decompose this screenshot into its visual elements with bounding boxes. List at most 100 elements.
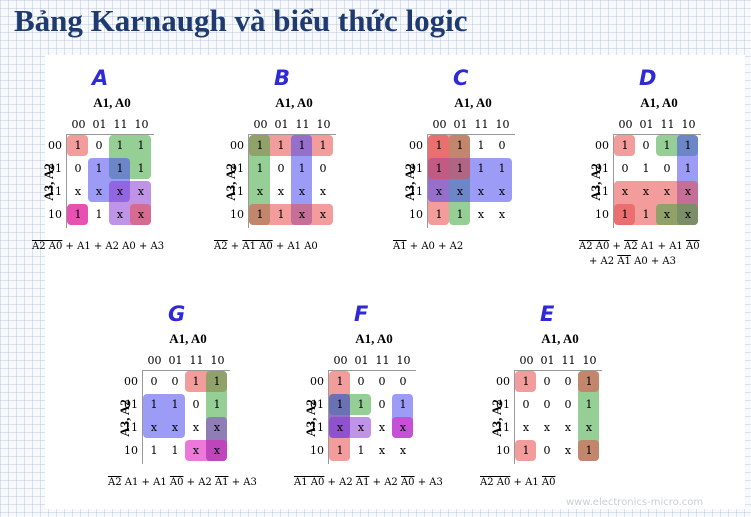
- implicant-group-purple: [329, 417, 371, 438]
- kmap-letter: A: [92, 66, 109, 90]
- kmap-cell: x: [564, 444, 572, 457]
- kmap-cell: 1: [95, 208, 103, 221]
- kmap-cell: x: [192, 421, 200, 434]
- negated-term: A2 A0: [579, 241, 610, 252]
- kmap-letter: C: [453, 66, 469, 90]
- negated-term: A2: [214, 241, 228, 252]
- kmap-cell: x: [256, 185, 264, 198]
- kmap-cell: x: [213, 444, 221, 457]
- row-header: 10: [409, 208, 423, 221]
- kmap-cell: 1: [116, 139, 124, 152]
- column-header: 01: [168, 354, 183, 367]
- kmap-cell: x: [116, 185, 124, 198]
- kmap-letter: E: [540, 302, 555, 326]
- column-header: 01: [92, 118, 107, 131]
- kmap-cell: x: [435, 185, 443, 198]
- kmap-cell: 0: [357, 375, 365, 388]
- kmap-cell: 1: [522, 444, 530, 457]
- kmap-cell: x: [621, 185, 629, 198]
- kmap-cell: x: [137, 208, 145, 221]
- column-header: 11: [295, 118, 310, 131]
- kmap-cell: 1: [357, 398, 365, 411]
- kmap-cell: x: [564, 421, 572, 434]
- kmap-cell: 0: [171, 375, 179, 388]
- negated-term: A1: [355, 477, 370, 488]
- kmap-cell: 0: [642, 139, 650, 152]
- row-header: 11: [124, 421, 138, 434]
- kmap-cell: 1: [95, 162, 103, 175]
- column-header: 11: [660, 118, 675, 131]
- kmap-cell: 1: [456, 208, 464, 221]
- column-header: 01: [274, 118, 289, 131]
- kmap-cell: x: [663, 208, 671, 221]
- expression-term: +: [609, 241, 625, 252]
- kmap-cell: x: [74, 185, 82, 198]
- column-header: 11: [375, 354, 390, 367]
- kmap-cell: 0: [621, 162, 629, 175]
- kmap-cell: x: [95, 185, 103, 198]
- negated-term: A1: [617, 256, 631, 267]
- row-header: 11: [48, 185, 62, 198]
- kmap-cell: 0: [543, 444, 551, 457]
- column-variables-label: A1, A0: [93, 95, 131, 110]
- column-header: 00: [432, 118, 447, 131]
- kmap-cell: 1: [522, 375, 530, 388]
- implicant-group-green: [578, 371, 599, 461]
- column-header: 11: [189, 354, 204, 367]
- row-variables-label: A3, A2: [41, 163, 56, 201]
- kmap-cell: x: [277, 185, 285, 198]
- implicant-group-red: [515, 371, 536, 392]
- negated-term: A2: [624, 241, 638, 252]
- kmap-g: G A1, A0 A3, A2 00 00 01 01 11 11 10 10 0 0 1 1 1 1 0 1 x x x…: [108, 302, 286, 517]
- kmap-cell: 0: [192, 398, 200, 411]
- slide-title: Bảng Karnaugh và biểu thức logic: [14, 3, 468, 38]
- kmap-cell: x: [298, 208, 306, 221]
- kmap-f: F A1, A0 A3, A2 00 00 01 01 11 11 10 10 1 0 0 0 1 1 0 1 x x x…: [294, 302, 472, 517]
- grid-left-border: [427, 134, 428, 228]
- kmap-cell: 1: [456, 162, 464, 175]
- negated-term: A2 A0: [480, 477, 511, 488]
- logic-expression: A1 + A0 + A2: [393, 240, 463, 254]
- row-variables-label: A3, A2: [117, 399, 132, 437]
- column-header: 10: [396, 354, 411, 367]
- kmap-cell: 0: [543, 375, 551, 388]
- column-variables-label: A1, A0: [541, 331, 579, 346]
- kmap-cell: x: [357, 421, 365, 434]
- kmap-cell: 0: [543, 398, 551, 411]
- column-variables-label: A1, A0: [640, 95, 678, 110]
- watermark: www.electronics-micro.com: [566, 497, 704, 508]
- implicant-group-red: [578, 371, 599, 392]
- implicant-group-magenta: [67, 204, 88, 225]
- logic-expression: A2 A0 + A2 A1 + A1 A0: [579, 240, 700, 254]
- row-header: 00: [496, 375, 510, 388]
- negated-term: A1: [393, 241, 407, 252]
- expression-term: +: [227, 241, 243, 252]
- kmap-cell: 0: [522, 398, 530, 411]
- implicant-group-green: [249, 135, 270, 225]
- kmap-cell: 1: [171, 398, 179, 411]
- kmap-cell: x: [378, 421, 386, 434]
- column-header: 00: [333, 354, 348, 367]
- kmap-cell: 1: [192, 375, 200, 388]
- kmap-cell: 1: [116, 162, 124, 175]
- kmap-cell: x: [399, 444, 407, 457]
- expression-term: + A1 + A2 A0 + A3: [62, 241, 165, 252]
- expression-term: + A2: [324, 477, 356, 488]
- grid-left-border: [514, 370, 515, 464]
- row-header: 00: [595, 139, 609, 152]
- grid-top-border: [328, 370, 416, 371]
- kmap-cell: 1: [357, 444, 365, 457]
- implicant-group-blue: [143, 394, 185, 438]
- kmap-cell: x: [171, 421, 179, 434]
- row-header: 11: [230, 185, 244, 198]
- kmap-cell: 1: [642, 208, 650, 221]
- grid-top-border: [427, 134, 515, 135]
- kmap-cell: x: [298, 185, 306, 198]
- kmap-cell: 1: [336, 444, 344, 457]
- kmap-cell: 1: [456, 139, 464, 152]
- column-variables-label: A1, A0: [169, 331, 207, 346]
- kmap-cell: 1: [336, 398, 344, 411]
- row-header: 00: [48, 139, 62, 152]
- kmap-cell: 1: [256, 208, 264, 221]
- row-variables-label: A3, A2: [489, 399, 504, 437]
